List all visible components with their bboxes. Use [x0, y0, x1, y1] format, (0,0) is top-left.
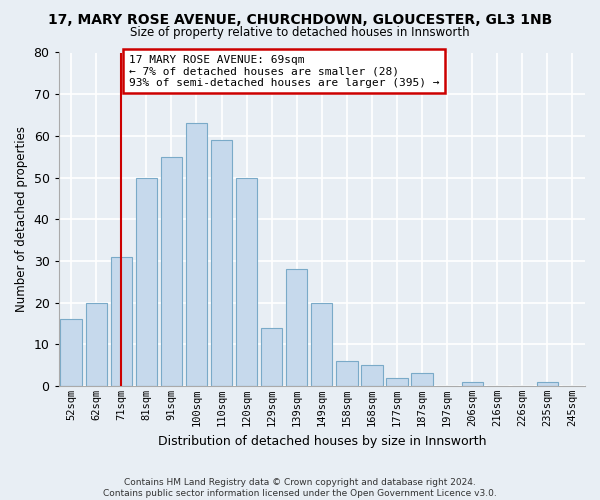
Bar [86, 302, 107, 386]
Text: 17, MARY ROSE AVENUE, CHURCHDOWN, GLOUCESTER, GL3 1NB: 17, MARY ROSE AVENUE, CHURCHDOWN, GLOUCE… [48, 12, 552, 26]
Bar [236, 178, 257, 386]
Bar [537, 382, 558, 386]
Text: 17 MARY ROSE AVENUE: 69sqm
← 7% of detached houses are smaller (28)
93% of semi-: 17 MARY ROSE AVENUE: 69sqm ← 7% of detac… [129, 54, 439, 88]
Bar [186, 124, 207, 386]
Y-axis label: Number of detached properties: Number of detached properties [15, 126, 28, 312]
Bar [412, 374, 433, 386]
Bar [361, 365, 383, 386]
Bar [61, 319, 82, 386]
Bar [211, 140, 232, 386]
Bar [336, 361, 358, 386]
Bar [136, 178, 157, 386]
Bar [110, 256, 132, 386]
Bar [161, 156, 182, 386]
Text: Contains HM Land Registry data © Crown copyright and database right 2024.
Contai: Contains HM Land Registry data © Crown c… [103, 478, 497, 498]
Bar [461, 382, 483, 386]
Bar [386, 378, 407, 386]
Bar [311, 302, 332, 386]
X-axis label: Distribution of detached houses by size in Innsworth: Distribution of detached houses by size … [158, 434, 486, 448]
Text: Size of property relative to detached houses in Innsworth: Size of property relative to detached ho… [130, 26, 470, 39]
Bar [286, 269, 307, 386]
Bar [261, 328, 283, 386]
